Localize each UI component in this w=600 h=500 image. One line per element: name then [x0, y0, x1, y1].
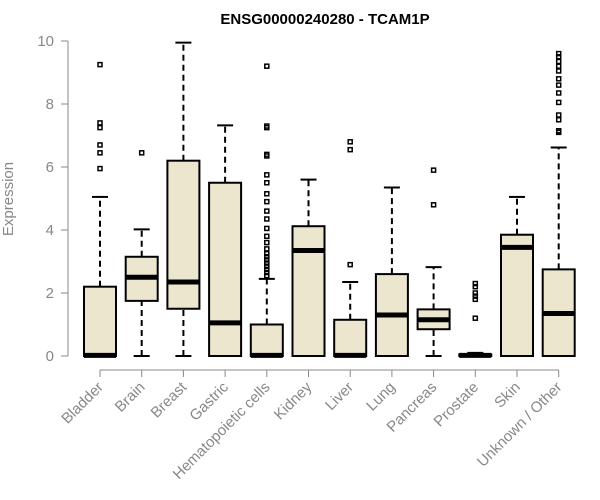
y-tick-label: 4: [46, 222, 54, 239]
outlier-point: [264, 180, 270, 186]
outlier-point: [264, 208, 270, 214]
outlier-point: [472, 315, 479, 321]
outlier-point: [264, 254, 270, 260]
outlier-point: [97, 120, 103, 126]
x-tick-label: Liver: [322, 379, 357, 414]
box-rect: [208, 181, 243, 357]
outlier-point: [430, 167, 437, 173]
outlier-point: [264, 263, 270, 269]
outlier-point: [264, 216, 270, 222]
box-group: [374, 186, 409, 358]
chart-title: ENSG00000240280 - TCAM1P: [220, 11, 429, 28]
outlier-point: [555, 54, 562, 60]
outlier-point: [430, 202, 437, 208]
box-group: [500, 195, 534, 358]
x-tick-label: Bladder: [58, 379, 107, 428]
box-group: [541, 50, 576, 357]
box-group: [291, 178, 326, 357]
box-group: [249, 63, 284, 358]
box-group: [208, 124, 243, 357]
outlier-point: [264, 246, 270, 252]
box-group: [124, 150, 159, 357]
outlier-point: [555, 58, 562, 65]
outlier-point: [472, 290, 479, 296]
outlier-point: [97, 165, 103, 172]
outlier-point: [555, 112, 562, 118]
outlier-point: [264, 198, 270, 205]
outlier-point: [97, 124, 103, 131]
outlier-point: [264, 272, 270, 279]
outlier-point: [555, 68, 562, 74]
y-tick-label: 8: [46, 96, 54, 113]
outlier-point: [347, 261, 353, 268]
x-tick-label: Skin: [491, 379, 524, 412]
box-rect: [166, 159, 201, 310]
outlier-point: [264, 266, 270, 273]
box-group: [458, 280, 493, 358]
boxes-group: [83, 41, 576, 358]
box-rect: [291, 225, 326, 357]
outlier-point: [555, 76, 562, 82]
x-tick-label: Prostate: [431, 379, 483, 431]
x-tick-label: Breast: [148, 378, 191, 421]
y-tick-label: 10: [37, 33, 54, 50]
outlier-point: [555, 128, 562, 134]
outlier-point: [97, 61, 103, 68]
y-axis-label: Expression: [0, 162, 17, 236]
outlier-point: [555, 90, 562, 96]
outlier-point: [264, 233, 270, 240]
outlier-point: [264, 269, 270, 276]
outlier-point: [347, 139, 353, 145]
box-rect: [500, 233, 534, 358]
outlier-point: [555, 99, 562, 106]
y-axis: 0 2 4 6 8 10: [37, 33, 69, 365]
outlier-point: [472, 283, 479, 290]
x-tick-label: Kidney: [271, 378, 316, 423]
outlier-point: [264, 257, 270, 263]
outlier-point: [138, 150, 145, 156]
box-rect: [333, 318, 368, 357]
box-group: [333, 139, 368, 358]
outlier-point: [264, 172, 270, 178]
box-rect: [83, 285, 117, 358]
outlier-point: [472, 296, 479, 303]
box-group: [83, 61, 117, 358]
outlier-point: [264, 239, 270, 246]
outlier-point: [264, 123, 270, 129]
outlier-point: [264, 250, 270, 257]
outlier-point: [472, 280, 479, 287]
outlier-point: [555, 82, 562, 88]
outlier-point: [472, 293, 479, 299]
box-group: [166, 41, 201, 357]
outlier-point: [264, 225, 270, 232]
y-tick-label: 2: [46, 285, 54, 302]
outlier-point: [555, 50, 562, 57]
outlier-point: [97, 150, 103, 156]
outlier-point: [264, 260, 270, 266]
box-group: [416, 167, 451, 357]
box-rect: [249, 323, 284, 357]
outlier-point: [97, 142, 103, 148]
outlier-point: [555, 63, 562, 69]
y-tick-label: 0: [46, 348, 54, 365]
outlier-point: [347, 146, 353, 153]
outlier-point: [264, 151, 270, 158]
y-tick-label: 6: [46, 159, 54, 176]
outlier-point: [264, 63, 270, 69]
x-tick-label: Brain: [112, 379, 149, 416]
outlier-point: [264, 191, 270, 197]
outlier-point: [555, 117, 562, 123]
x-tick-label: Lung: [363, 379, 399, 415]
